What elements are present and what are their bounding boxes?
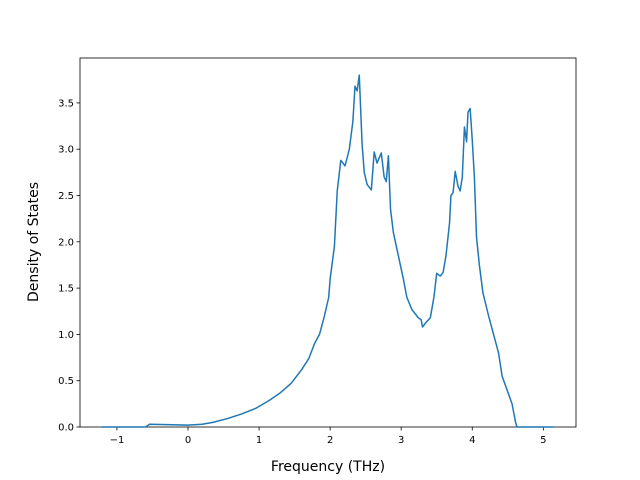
y-tick-label: 0.0 <box>58 423 74 434</box>
x-tick-label: 0 <box>185 435 191 446</box>
y-tick-label: 3.5 <box>58 98 74 109</box>
y-tick-label: 3.0 <box>58 145 74 156</box>
x-tick-label: 4 <box>469 435 475 446</box>
y-tick-label: 1.0 <box>58 330 74 341</box>
y-tick-label: 1.5 <box>58 284 74 295</box>
x-tick-label: 2 <box>327 435 333 446</box>
axes-frame <box>79 57 577 428</box>
y-axis-label: Density of States <box>26 182 42 302</box>
x-tick-label: 5 <box>540 435 546 446</box>
x-tick-label: 3 <box>398 435 404 446</box>
line-series <box>102 74 554 428</box>
y-tick-label: 2.0 <box>58 237 74 248</box>
y-tick-label: 0.5 <box>58 376 74 387</box>
x-tick-label: 1 <box>256 435 262 446</box>
x-tick-label: −1 <box>110 435 125 446</box>
y-tick-label: 2.5 <box>58 191 74 202</box>
x-axis-label: Frequency (THz) <box>271 459 385 475</box>
